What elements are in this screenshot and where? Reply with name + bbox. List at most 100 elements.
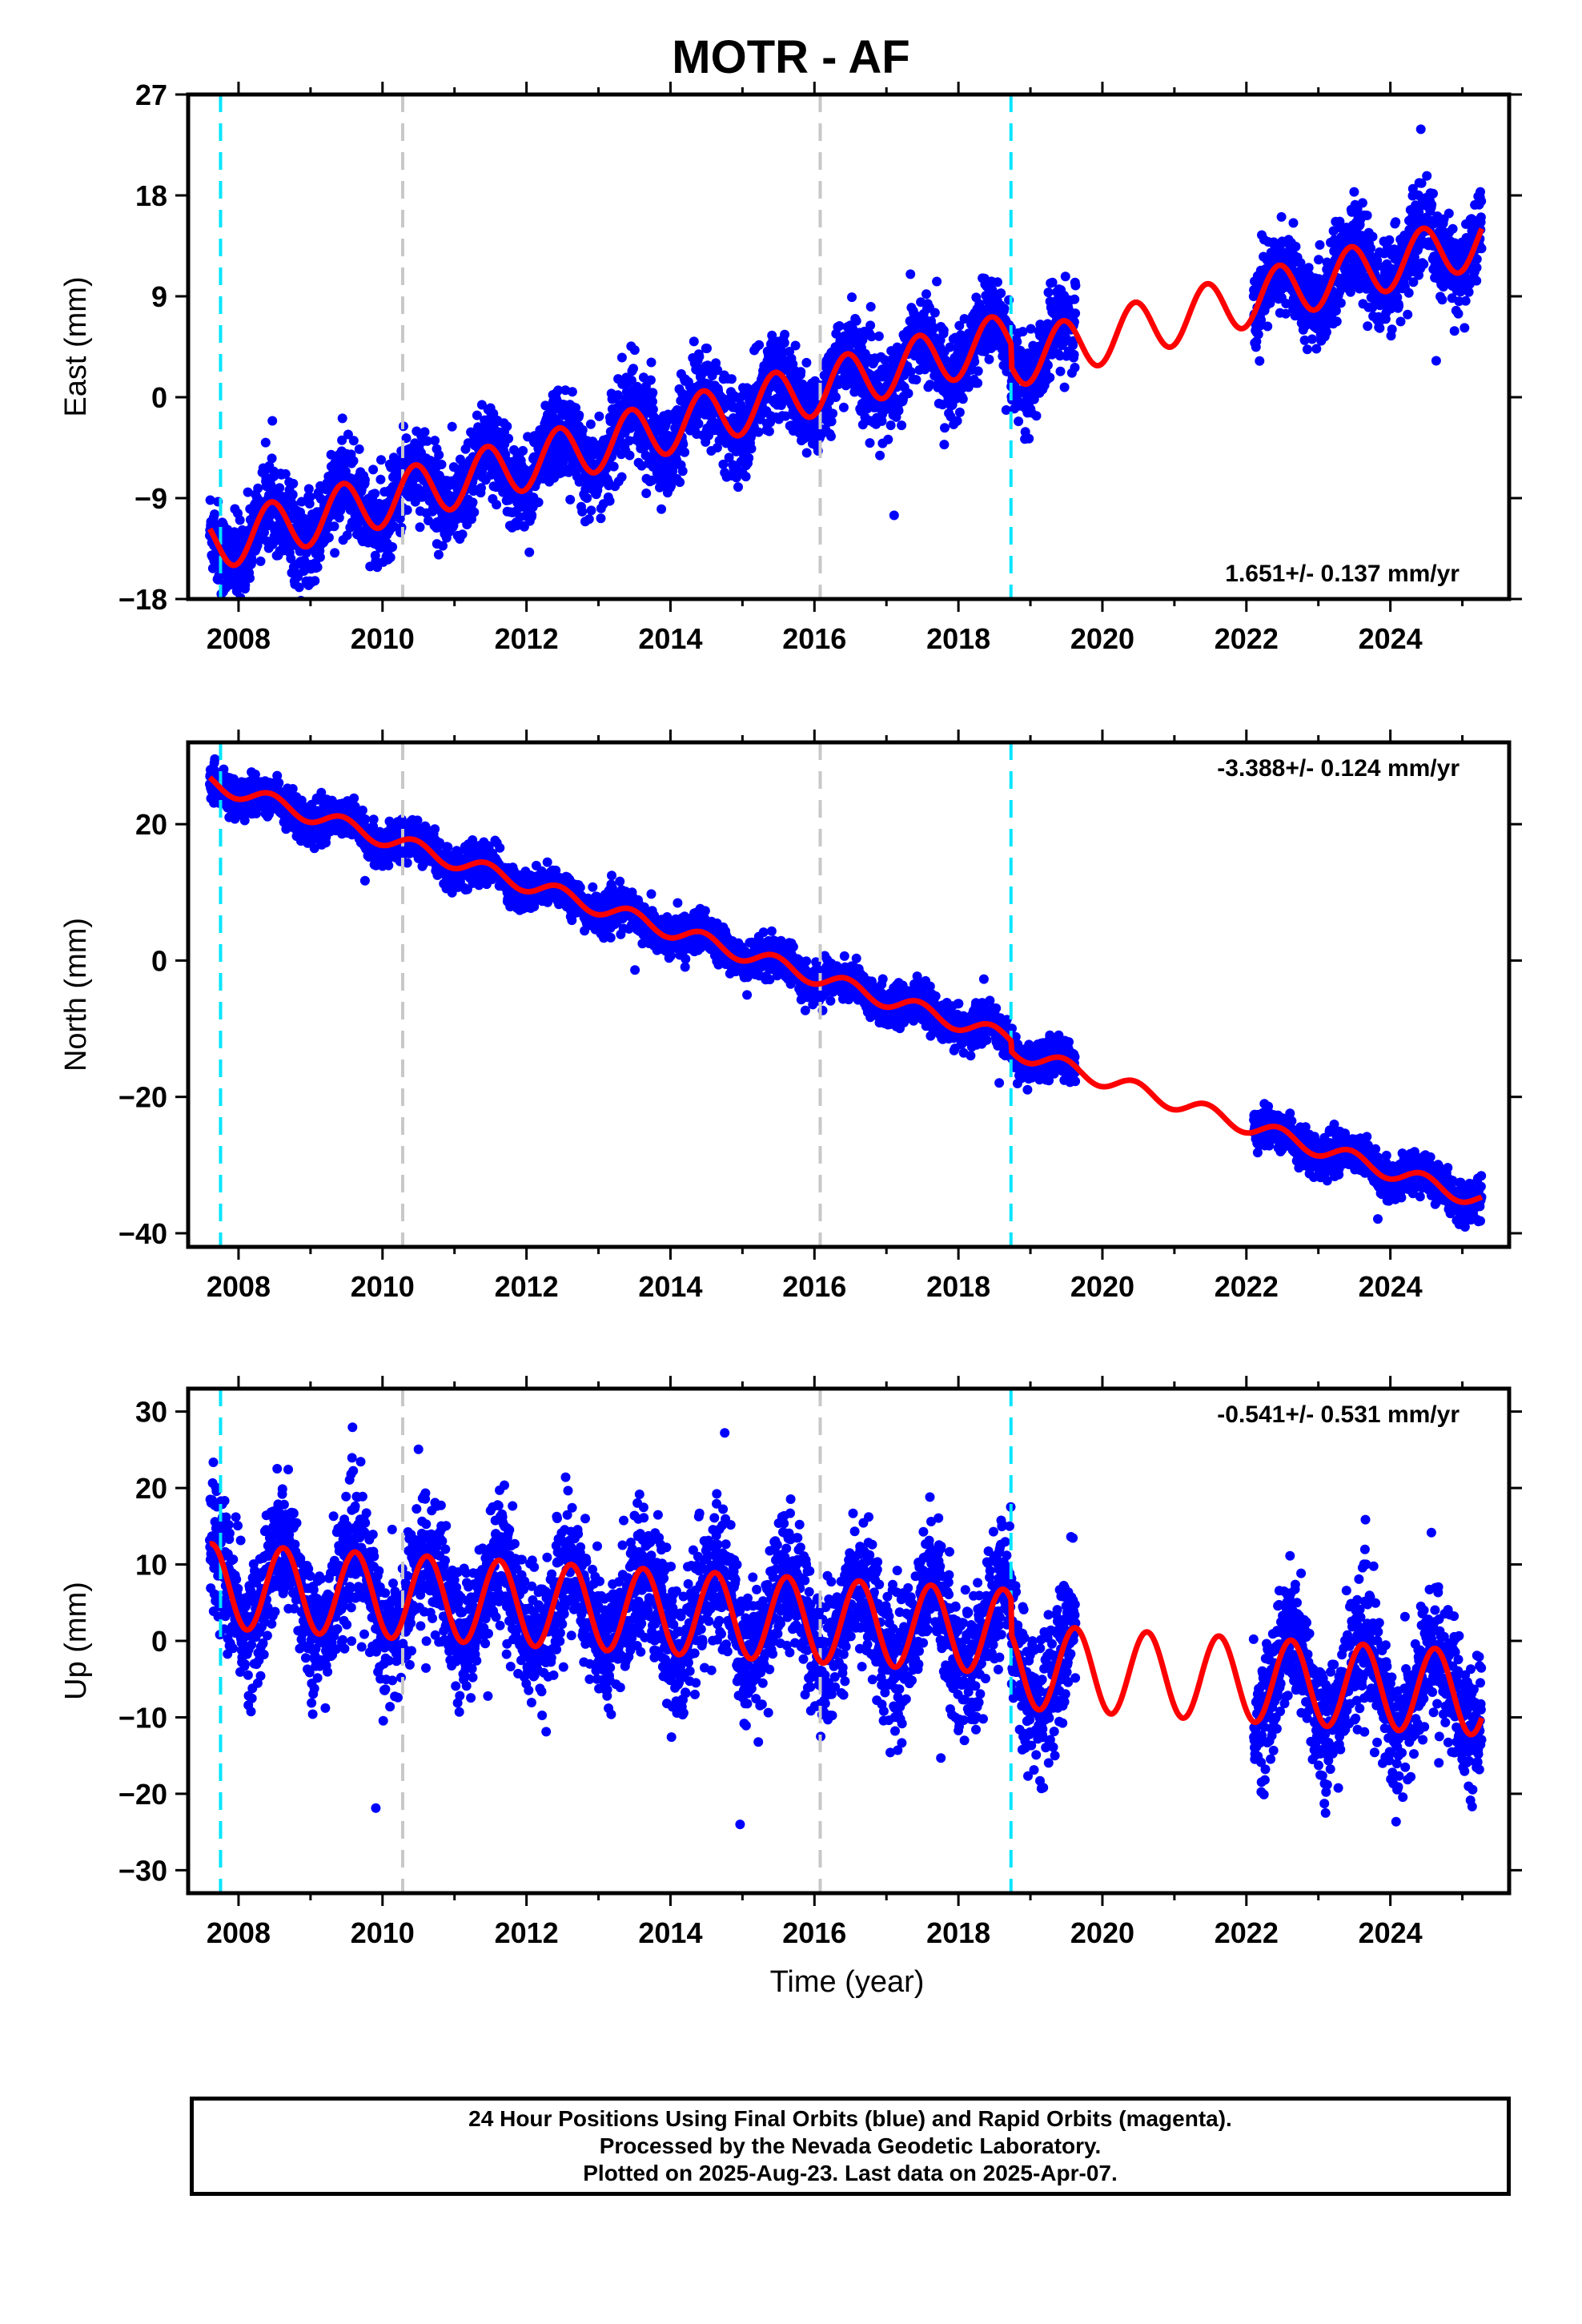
data-point [694,352,705,362]
data-point [337,435,347,445]
data-point [205,495,215,505]
data-point [1331,316,1342,327]
data-point [375,474,386,485]
data-point [504,433,514,444]
x-tick-label: 2020 [1070,622,1134,655]
data-point [952,416,962,426]
x-tick-label: 2014 [638,622,702,655]
data-point [1472,263,1482,273]
data-point [553,385,564,396]
data-point [1428,188,1438,199]
data-point [838,402,849,412]
data-point [370,489,380,499]
data-point [315,552,325,562]
data-point [337,413,347,424]
data-point [790,340,801,351]
data-point [675,477,685,488]
data-point [1387,324,1397,335]
data-point [594,411,604,421]
data-point [1335,298,1346,308]
data-point [939,440,950,450]
data-point [420,427,430,437]
data-point [938,325,949,336]
data-point [875,450,885,460]
data-point [415,522,425,533]
data-point [958,394,968,404]
data-point [376,455,386,465]
data-point [584,514,594,525]
data-point [646,357,656,368]
data-point [312,562,323,573]
data-point [1403,309,1413,320]
data-point [1060,271,1070,282]
data-point [984,354,994,364]
data-point [385,553,396,563]
data-point [764,426,774,436]
data-point [744,452,754,463]
data-point [1302,344,1312,355]
data-point [255,556,266,566]
data-point [831,392,841,402]
data-point [645,375,656,385]
data-point [287,489,298,500]
y-tick-label: 0 [151,381,167,414]
data-point [1024,433,1034,444]
data-point [527,510,537,521]
data-point [940,423,950,433]
data-points [205,124,1487,613]
data-point [1437,295,1447,305]
data-point [571,403,581,413]
data-point [865,320,876,331]
data-point [1403,287,1414,298]
data-point [1375,323,1385,333]
data-point [801,448,812,458]
data-point [389,521,400,532]
data-point [608,461,619,472]
data-point [826,431,836,441]
data-point [436,460,447,469]
data-point [210,754,220,764]
x-tick-label: 2024 [1359,622,1423,655]
data-point [1453,308,1464,319]
data-point [656,504,667,514]
rate-label: 1.651+/- 0.137 mm/yr [1225,561,1460,587]
data-point [851,316,861,326]
data-point [1253,329,1263,340]
data-point [582,493,592,503]
data-point [1464,287,1474,297]
data-point [921,289,931,300]
data-point [616,472,627,482]
data-point [267,453,277,464]
data-point [1395,316,1406,327]
data-point [354,444,364,454]
data-point [973,366,983,376]
data-points [205,754,1487,1232]
data-point [1349,187,1359,197]
x-tick-label: 2012 [495,622,559,655]
x-tick-label: 2016 [782,622,846,655]
data-point [296,497,307,507]
data-point [746,444,757,454]
data-point [973,378,983,388]
data-point [1042,360,1053,370]
data-point [897,420,907,431]
data-point [680,447,690,457]
data-point [1357,198,1367,208]
data-point [1367,231,1378,242]
data-point [1321,327,1331,337]
data-point [624,450,635,460]
data-point [472,410,482,420]
x-tick-label: 2008 [207,622,271,655]
data-point [524,547,535,557]
data-point [1384,235,1395,245]
data-point [348,456,359,466]
data-point [754,340,765,350]
data-point [1255,356,1265,366]
data-point [1362,211,1372,220]
data-point [893,405,904,416]
data-point [348,436,359,446]
data-point [371,603,381,613]
data-point [733,482,743,493]
y-tick-label: 27 [135,78,167,111]
data-point [1288,218,1299,228]
